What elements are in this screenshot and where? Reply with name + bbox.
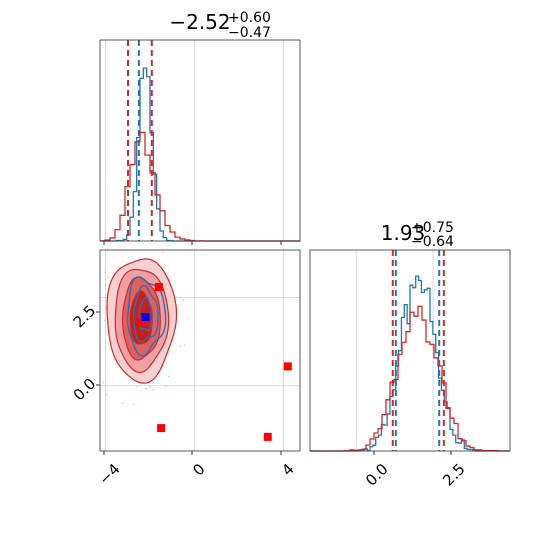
joint-red-marker-3 bbox=[157, 424, 166, 433]
panel-x-title-lower: −0.47 bbox=[228, 25, 271, 41]
joint-sample-point bbox=[136, 385, 138, 388]
joint-sample-point bbox=[176, 309, 179, 312]
panel-joint-markers bbox=[134, 283, 292, 441]
panel-joint-y-ticks: 0.0 2.5 bbox=[70, 302, 100, 405]
panel-y-marginal: 1.93 +0.75 −0.64 0.0 2.5 bbox=[309, 220, 511, 490]
panel-y-grid bbox=[355, 250, 434, 451]
joint-red-marker-4 bbox=[263, 432, 272, 441]
panel-x-grid bbox=[105, 40, 284, 241]
panel-joint-x-ticks: −4 0 4 bbox=[95, 451, 298, 488]
joint-sample-point bbox=[152, 388, 154, 391]
panel-x-title-upper: +0.60 bbox=[228, 10, 271, 26]
joint-sample-point bbox=[167, 375, 170, 378]
panel-y-title-upper: +0.75 bbox=[411, 220, 454, 236]
panel-x-title-median: −2.52 bbox=[169, 10, 230, 34]
panel-y-hist-series-0 bbox=[310, 275, 510, 452]
panel-joint: −4 0 4 0.0 2.5 bbox=[70, 249, 301, 488]
panel-y-title-lower: −0.64 bbox=[411, 234, 454, 250]
joint-sample-point bbox=[105, 393, 108, 396]
joint-y-tick-label-0: 0.0 bbox=[70, 375, 100, 405]
joint-sample-point bbox=[186, 317, 189, 320]
panel-y-tick-label-0: 0.0 bbox=[362, 460, 392, 490]
joint-x-tick-label--4: −4 bbox=[95, 460, 123, 488]
joint-sample-point bbox=[117, 266, 120, 269]
joint-sample-point bbox=[107, 276, 109, 278]
joint-sample-point bbox=[149, 385, 152, 388]
panel-x-frame bbox=[99, 39, 301, 242]
joint-blue-contour-2 bbox=[138, 296, 154, 332]
joint-sample-point bbox=[122, 402, 125, 405]
panel-joint-frame bbox=[99, 249, 301, 452]
joint-blue-marker bbox=[141, 313, 150, 321]
joint-red-marker-1 bbox=[134, 318, 143, 327]
panel-y-frame bbox=[309, 249, 511, 452]
panel-x-histograms bbox=[100, 40, 300, 242]
panel-x-title: −2.52 bbox=[169, 10, 230, 34]
joint-sample-point bbox=[133, 403, 135, 406]
joint-sample-point bbox=[103, 319, 106, 322]
joint-y-tick-label-2.5: 2.5 bbox=[70, 302, 100, 332]
joint-sample-point bbox=[161, 251, 164, 254]
joint-sample-point bbox=[102, 381, 105, 384]
panel-y-hist-series-1 bbox=[310, 305, 510, 452]
joint-blue-contour-0 bbox=[126, 276, 167, 357]
panel-x-marginal: −2.52 +0.60 −0.47 bbox=[99, 10, 301, 242]
joint-x-tick-label-4: 4 bbox=[278, 460, 297, 479]
joint-red-marker-0 bbox=[154, 283, 163, 292]
joint-blue-contour-1 bbox=[133, 284, 159, 343]
panel-x-hist-series-0 bbox=[100, 67, 300, 242]
joint-x-tick-label-0: 0 bbox=[189, 460, 208, 479]
joint-sample-point bbox=[182, 299, 184, 301]
joint-sample-point bbox=[184, 344, 186, 346]
joint-sample-point bbox=[113, 358, 115, 361]
panel-y-tick-label-2.5: 2.5 bbox=[439, 460, 469, 490]
panel-x-x-ticks bbox=[103, 241, 282, 245]
joint-sample-point bbox=[145, 387, 148, 390]
joint-sample-point bbox=[164, 385, 167, 388]
panel-y-histograms bbox=[310, 250, 510, 452]
joint-sample-point bbox=[179, 345, 182, 347]
panel-y-title-median: 1.93 bbox=[381, 221, 426, 245]
joint-sample-point bbox=[105, 308, 107, 311]
joint-sample-point bbox=[104, 271, 107, 273]
joint-red-marker-2 bbox=[283, 362, 292, 371]
panel-y-x-ticks: 0.0 2.5 bbox=[362, 451, 469, 490]
